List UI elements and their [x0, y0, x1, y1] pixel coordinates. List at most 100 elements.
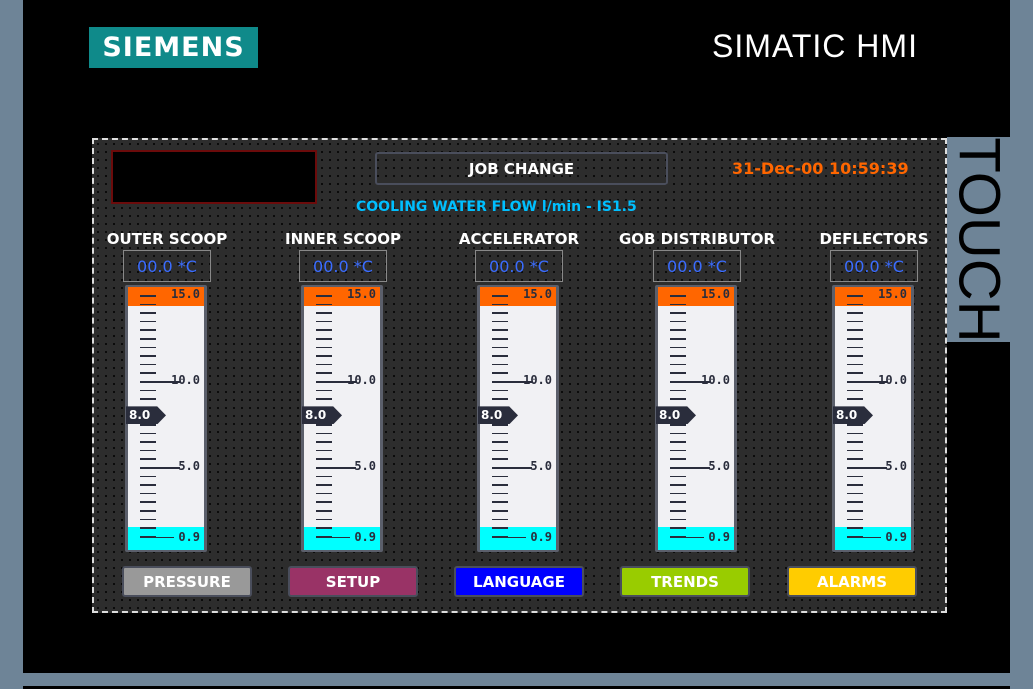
high-band	[658, 287, 734, 306]
scale-tick	[670, 312, 686, 314]
scale-tick	[670, 424, 686, 426]
scale-tick	[847, 449, 863, 452]
value-indicator: 8.0	[656, 406, 696, 425]
flow-gauge: 15.0 10.0 5.0 0.9 8.0	[477, 285, 559, 552]
scale-tick	[492, 475, 508, 478]
scale-tick	[847, 320, 863, 323]
scale-tick	[492, 346, 508, 349]
value-indicator: 8.0	[302, 406, 342, 425]
scale-tick	[670, 329, 686, 331]
gauge-label: ACCELERATOR	[458, 230, 580, 248]
low-band	[835, 527, 911, 550]
scale-tick	[847, 518, 863, 521]
scale-tick	[492, 424, 508, 426]
gauge-label: INNER SCOOP	[284, 230, 401, 248]
scale-label: 5.0	[708, 459, 730, 473]
scale-label: 15.0	[171, 287, 200, 301]
scale-tick	[670, 518, 686, 521]
scale-tick	[492, 449, 508, 452]
job-change-button[interactable]: JOB CHANGE	[375, 152, 668, 185]
scale-tick	[492, 329, 508, 331]
scale-tick	[140, 372, 156, 374]
scale-tick	[492, 492, 508, 495]
scale-tick	[316, 381, 356, 383]
scale-tick	[492, 355, 508, 357]
scale-tick	[316, 467, 356, 469]
low-band	[480, 527, 556, 550]
scale-tick	[847, 363, 863, 366]
high-band	[480, 287, 556, 306]
datetime-display: 31-Dec-00 10:59:39	[732, 159, 909, 178]
scale-tick	[140, 458, 156, 460]
scale-tick	[316, 346, 332, 349]
flow-gauge: 15.0 10.0 5.0 0.9 8.0	[125, 285, 207, 552]
high-band	[835, 287, 911, 306]
scale-tick	[670, 510, 686, 512]
scale-tick	[847, 475, 863, 478]
scale-tick	[670, 492, 686, 495]
scale-tick	[492, 381, 532, 383]
scale-tick	[492, 467, 532, 469]
scale-tick	[316, 312, 332, 314]
scale-label: 15.0	[523, 287, 552, 301]
scale-tick	[847, 329, 863, 331]
scale-tick	[316, 424, 332, 426]
scale-tick	[140, 501, 156, 503]
scale-tick	[140, 338, 156, 340]
scale-tick	[316, 527, 332, 529]
scale-label: 5.0	[178, 459, 200, 473]
scale-tick	[847, 458, 863, 460]
scale-label: 0.9	[530, 529, 552, 544]
temperature-display: 00.0 *C	[653, 250, 741, 282]
scale-tick	[140, 536, 174, 539]
scale-tick	[847, 372, 863, 374]
scale-tick	[316, 501, 332, 503]
gauge-label: OUTER SCOOP	[106, 230, 228, 248]
trends-button[interactable]: TRENDS	[620, 566, 750, 597]
scale-tick	[140, 484, 156, 486]
scale-tick	[492, 432, 508, 435]
scale-tick	[847, 338, 863, 340]
scale-tick	[140, 449, 156, 452]
scale-label: 10.0	[701, 373, 730, 387]
scale-tick	[492, 458, 508, 460]
language-button[interactable]: LANGUAGE	[454, 566, 584, 597]
temperature-display: 00.0 *C	[830, 250, 918, 282]
scale-tick	[316, 329, 332, 331]
bezel-left	[0, 0, 23, 689]
scale-tick	[492, 389, 508, 392]
scale-tick	[670, 536, 704, 539]
scale-tick	[140, 432, 156, 435]
scale-tick	[492, 320, 508, 323]
scale-tick	[847, 484, 863, 486]
scale-tick	[847, 424, 863, 426]
temperature-display: 00.0 *C	[475, 250, 563, 282]
scale-tick	[492, 303, 508, 306]
scale-tick	[670, 527, 686, 529]
flow-gauge: 15.0 10.0 5.0 0.9 8.0	[832, 285, 914, 552]
flow-gauge: 15.0 10.0 5.0 0.9 8.0	[301, 285, 383, 552]
scale-tick	[140, 492, 156, 495]
scale-tick	[670, 389, 686, 392]
alarms-button[interactable]: ALARMS	[787, 566, 917, 597]
siemens-logo: SIEMENS	[89, 27, 258, 68]
scale-tick	[140, 303, 156, 306]
pressure-button[interactable]: PRESSURE	[122, 566, 252, 597]
scale-tick	[316, 475, 332, 478]
scale-tick	[492, 536, 526, 539]
setup-button[interactable]: SETUP	[288, 566, 418, 597]
scale-tick	[847, 432, 863, 435]
scale-tick	[670, 372, 686, 374]
scale-tick	[670, 475, 686, 478]
scale-label: 10.0	[347, 373, 376, 387]
value-indicator: 8.0	[478, 406, 518, 425]
scale-tick	[316, 492, 332, 495]
scale-tick	[847, 312, 863, 314]
scale-tick	[847, 389, 863, 392]
scale-tick	[140, 510, 156, 512]
scale-tick	[316, 355, 332, 357]
scale-tick	[140, 527, 156, 529]
touch-label: TOUCH	[946, 136, 1011, 343]
scale-tick	[670, 458, 686, 460]
scale-tick	[670, 467, 710, 469]
